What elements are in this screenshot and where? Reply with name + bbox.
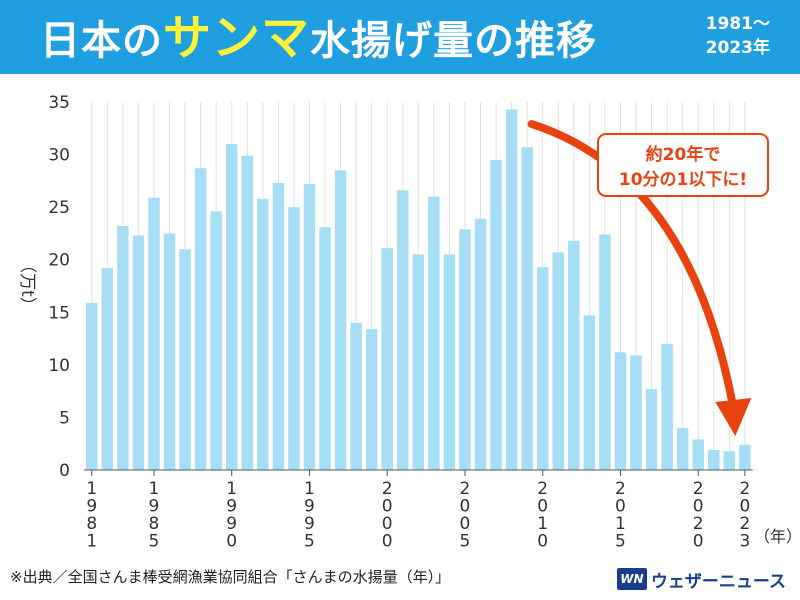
bar-1992 xyxy=(257,198,269,470)
brand-logo-icon: WN xyxy=(616,568,647,590)
bar-1996 xyxy=(319,227,331,470)
y-tick-label: 30 xyxy=(48,146,70,166)
bar-2022 xyxy=(723,451,736,470)
bar-2011 xyxy=(552,252,565,470)
x-axis-label: （年） xyxy=(754,527,800,546)
y-tick-label: 5 xyxy=(59,408,70,428)
bar-2021 xyxy=(708,450,720,470)
callout-box xyxy=(597,133,769,197)
bar-2003 xyxy=(428,196,440,470)
bar-1999 xyxy=(365,329,378,470)
bar-2015 xyxy=(614,352,627,470)
callout-line-1: 約20年で xyxy=(646,144,721,165)
bar-2002 xyxy=(412,254,425,470)
year-range-end: 2023年 xyxy=(705,38,770,58)
brand: WN ウェザーニュース xyxy=(616,566,786,592)
bar-1994 xyxy=(288,207,300,470)
bar-1997 xyxy=(334,170,347,471)
year-range: 1981〜 2023年 xyxy=(706,12,770,60)
bar-1998 xyxy=(350,322,362,470)
bar-1989 xyxy=(210,211,222,470)
trend-arrow-shaft xyxy=(527,120,738,412)
bar-2023 xyxy=(739,444,751,470)
bar-1984 xyxy=(132,235,145,470)
bar-1990 xyxy=(225,144,238,471)
bar-2007 xyxy=(490,159,502,471)
bar-2016 xyxy=(630,355,642,470)
bar-1991 xyxy=(241,155,254,470)
brand-name: ウェザーニュース xyxy=(650,571,786,592)
bar-2001 xyxy=(397,190,409,470)
bar-1987 xyxy=(179,249,191,470)
bar-2004 xyxy=(443,254,456,470)
year-range-start: 1981〜 xyxy=(705,14,770,34)
bar-2009 xyxy=(521,147,533,470)
bar-2008 xyxy=(505,109,518,471)
bar-1986 xyxy=(163,233,176,470)
bar-2014 xyxy=(599,234,611,470)
bar-1982 xyxy=(101,268,114,470)
callout-line-2: 10分の1以下に! xyxy=(619,170,747,190)
bar-1993 xyxy=(272,182,285,470)
bar-2000 xyxy=(381,248,393,470)
title-highlight: サンマ xyxy=(163,10,311,66)
bar-2005 xyxy=(459,229,471,470)
bar-2020 xyxy=(692,439,704,470)
bar-2017 xyxy=(645,389,658,470)
title-suffix: 水揚げ量の推移 xyxy=(310,18,598,64)
bar-2012 xyxy=(568,240,580,470)
source-note: ※出典／全国さんま棒受網漁業協同組合「さんまの水揚量（年）」 xyxy=(10,568,451,586)
bar-1985 xyxy=(148,197,160,470)
bar-1995 xyxy=(303,184,316,471)
y-tick-label: 15 xyxy=(48,303,70,323)
bar-1988 xyxy=(194,168,207,471)
y-tick-label: 0 xyxy=(59,461,70,481)
bar-1983 xyxy=(117,226,129,470)
y-tick-label: 20 xyxy=(48,251,70,271)
bar-1981 xyxy=(86,302,98,470)
trend-arrow-head xyxy=(715,398,752,436)
y-tick-label: 10 xyxy=(48,356,70,376)
y-axis-label: （万t） xyxy=(17,256,37,314)
y-tick-label: 25 xyxy=(48,198,70,218)
header-bar: 日本のサンマ水揚げ量の推移 1981〜 2023年 xyxy=(0,0,800,74)
page-title: 日本のサンマ水揚げ量の推移 xyxy=(40,8,597,68)
bar-2013 xyxy=(583,315,596,470)
bar-2019 xyxy=(676,427,689,470)
bar-2006 xyxy=(474,218,487,470)
y-tick-label: 35 xyxy=(48,93,70,113)
bar-2010 xyxy=(536,267,549,470)
title-prefix: 日本の xyxy=(40,18,163,64)
bar-2018 xyxy=(661,343,673,470)
